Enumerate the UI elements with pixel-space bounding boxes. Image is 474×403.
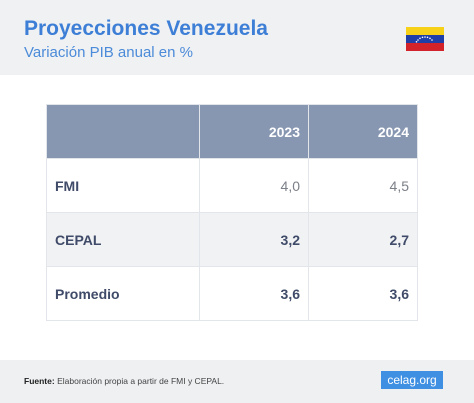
title: Proyecciones Venezuela [24, 17, 268, 40]
source: Fuente: Elaboración propia a partir de F… [24, 376, 224, 386]
table-row: FMI 4,0 4,5 [46, 158, 418, 213]
subtitle: Variación PIB anual en % [24, 44, 193, 61]
cell: 4,5 [308, 158, 418, 213]
column-header: 2023 [199, 104, 309, 159]
cell: 2,7 [308, 212, 418, 267]
cell: 3,6 [308, 266, 418, 321]
row-label: FMI [46, 158, 200, 213]
header: Proyecciones Venezuela Variación PIB anu… [0, 0, 474, 75]
table-row: Promedio 3,6 3,6 [46, 266, 418, 321]
row-label: CEPAL [46, 212, 200, 267]
row-label: Promedio [46, 266, 200, 321]
source-text: Elaboración propia a partir de FMI y CEP… [57, 376, 225, 386]
corner-cell [46, 104, 200, 159]
table-row: CEPAL 3,2 2,7 [46, 212, 418, 267]
footer: Fuente: Elaboración propia a partir de F… [0, 360, 474, 403]
column-header: 2024 [308, 104, 418, 159]
header-row: 2023 2024 [46, 104, 418, 159]
logo: celag.org [381, 371, 443, 389]
data-table: 2023 2024 FMI 4,0 4,5 CEPAL 3,2 2,7 Prom… [46, 104, 418, 321]
cell: 4,0 [199, 158, 309, 213]
cell: 3,6 [199, 266, 309, 321]
cell: 3,2 [199, 212, 309, 267]
source-label: Fuente: [24, 376, 55, 386]
flag [406, 27, 444, 51]
